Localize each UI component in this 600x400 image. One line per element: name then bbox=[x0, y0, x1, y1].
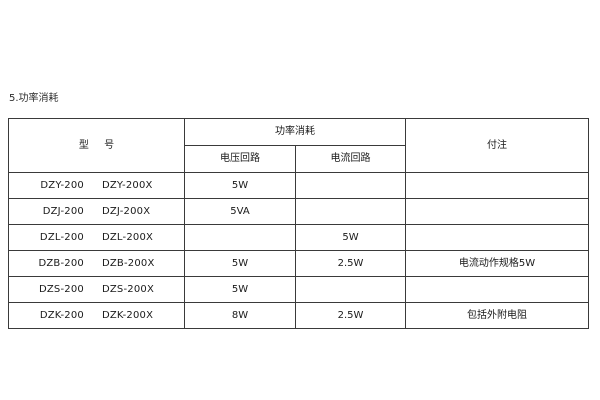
cell-voltage-circuit bbox=[184, 224, 296, 251]
model-code-primary: DZY-200 bbox=[40, 179, 84, 191]
model-code-variant: DZL-200X bbox=[101, 231, 154, 243]
column-header-model: 型 号 bbox=[8, 118, 185, 173]
table-body: DZY-200 DZY-200X 5W DZJ-200 DZJ-200X 5VA D… bbox=[8, 172, 589, 329]
table-row: DZL-200 DZL-200X 5W bbox=[8, 224, 589, 251]
model-code-variant: DZJ-200X bbox=[101, 205, 151, 217]
cell-model: DZL-200 DZL-200X bbox=[8, 224, 185, 251]
table-row: DZY-200 DZY-200X 5W bbox=[8, 172, 589, 199]
cell-current-circuit bbox=[295, 276, 406, 303]
cell-model: DZB-200 DZB-200X bbox=[8, 250, 185, 277]
cell-model: DZS-200 DZS-200X bbox=[8, 276, 185, 303]
cell-model: DZJ-200 DZJ-200X bbox=[8, 198, 185, 225]
column-header-remark: 付注 bbox=[405, 118, 589, 173]
cell-remark: 包括外附电阻 bbox=[405, 302, 589, 329]
table-row: DZJ-200 DZJ-200X 5VA bbox=[8, 198, 589, 225]
model-code-primary: DZK-200 bbox=[39, 309, 84, 321]
cell-voltage-circuit: 5W bbox=[184, 172, 296, 199]
cell-model: DZY-200 DZY-200X bbox=[8, 172, 185, 199]
model-code-variant: DZS-200X bbox=[101, 283, 155, 295]
model-code-primary: DZS-200 bbox=[38, 283, 84, 295]
power-consumption-table: 型 号 功率消耗 付注 电压回路 电流回路 DZY-200 DZY-200X 5W… bbox=[8, 118, 589, 329]
cell-remark bbox=[405, 224, 589, 251]
cell-current-circuit: 2.5W bbox=[295, 250, 406, 277]
model-code-primary: DZL-200 bbox=[39, 231, 84, 243]
cell-voltage-circuit: 5VA bbox=[184, 198, 296, 225]
model-code-primary: DZB-200 bbox=[38, 257, 84, 269]
model-code-variant: DZY-200X bbox=[101, 179, 153, 191]
cell-remark bbox=[405, 276, 589, 303]
table-row: DZB-200 DZB-200X 5W 2.5W 电流动作规格5W bbox=[8, 250, 589, 277]
cell-voltage-circuit: 5W bbox=[184, 276, 296, 303]
section-title: 5.功率消耗 bbox=[9, 93, 59, 104]
column-header-current-circuit: 电流回路 bbox=[295, 145, 406, 173]
cell-current-circuit: 2.5W bbox=[295, 302, 406, 329]
table-header-row-primary: 型 号 功率消耗 付注 bbox=[8, 118, 589, 173]
model-code-variant: DZK-200X bbox=[101, 309, 154, 321]
cell-voltage-circuit: 8W bbox=[184, 302, 296, 329]
column-header-voltage-circuit: 电压回路 bbox=[184, 145, 296, 173]
cell-current-circuit bbox=[295, 172, 406, 199]
cell-voltage-circuit: 5W bbox=[184, 250, 296, 277]
cell-remark: 电流动作规格5W bbox=[405, 250, 589, 277]
cell-current-circuit bbox=[295, 198, 406, 225]
cell-current-circuit: 5W bbox=[295, 224, 406, 251]
column-header-power-consumption: 功率消耗 bbox=[184, 118, 406, 146]
table-row: DZS-200 DZS-200X 5W bbox=[8, 276, 589, 303]
table-head: 型 号 功率消耗 付注 电压回路 电流回路 bbox=[8, 118, 589, 173]
cell-remark bbox=[405, 172, 589, 199]
model-code-variant: DZB-200X bbox=[101, 257, 155, 269]
model-code-primary: DZJ-200 bbox=[42, 205, 84, 217]
cell-remark bbox=[405, 198, 589, 225]
table-row: DZK-200 DZK-200X 8W 2.5W 包括外附电阻 bbox=[8, 302, 589, 329]
cell-model: DZK-200 DZK-200X bbox=[8, 302, 185, 329]
